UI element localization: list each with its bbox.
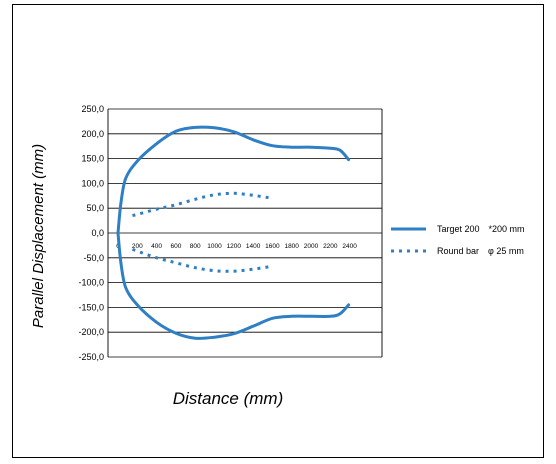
x-axis-label: Distance (mm) xyxy=(173,389,284,408)
axes xyxy=(107,109,383,357)
round-bar-series-line-lower xyxy=(132,247,273,273)
y-tick-label: -250,0 xyxy=(78,352,104,362)
x-tick-label: 2000 xyxy=(304,243,319,250)
y-tick-label: 250,0 xyxy=(81,104,104,114)
x-tick-label: 1200 xyxy=(227,243,242,250)
y-tick-label: 100,0 xyxy=(81,178,104,188)
y-axis-label: Parallel Displacement (mm) xyxy=(30,144,47,328)
x-tick-label: 1800 xyxy=(284,243,299,250)
y-tick-label: 0,0 xyxy=(91,228,104,238)
chart-frame xyxy=(12,4,544,458)
legend: Target 200 *200 mm Round bar φ 25 mm xyxy=(391,224,525,256)
x-tick-label: 1600 xyxy=(265,243,280,250)
y-tick-label: 200,0 xyxy=(81,129,104,139)
target-series-line-upper xyxy=(116,125,351,235)
x-tick-label: 800 xyxy=(190,243,201,250)
y-tick-label: -50,0 xyxy=(83,253,104,263)
x-tick-label: 1000 xyxy=(207,243,222,250)
legend-label-1: Target 200 *200 mm xyxy=(437,224,525,234)
x-tick-label: 600 xyxy=(170,243,181,250)
x-tick-label: 2400 xyxy=(342,243,357,250)
legend-label-2: Round bar φ 25 mm xyxy=(437,246,524,256)
x-tick-label: 400 xyxy=(151,243,162,250)
y-tick-label: 150,0 xyxy=(81,154,104,164)
y-tick-label: -200,0 xyxy=(78,327,104,337)
y-tick-labels: 250,0 200,0 150,0 100,0 50,0 0,0 -50,0 -100,0 -1… xyxy=(78,104,104,362)
x-tick-label: 2200 xyxy=(323,243,338,250)
x-tick-label: 1400 xyxy=(246,243,261,250)
y-tick-label: 50,0 xyxy=(86,203,104,213)
x-tick-labels: 0 200 400 600 800 1000 1200 1400 1600 1800 2000 220… xyxy=(116,243,357,250)
target-series-line-lower xyxy=(116,231,351,340)
x-tick-label: 200 xyxy=(132,243,143,250)
y-tick-label: -150,0 xyxy=(78,302,104,312)
series-lines xyxy=(116,125,351,340)
grid-lines xyxy=(108,108,382,358)
round-bar-series-line-upper xyxy=(132,191,273,218)
y-tick-label: -100,0 xyxy=(78,278,104,288)
